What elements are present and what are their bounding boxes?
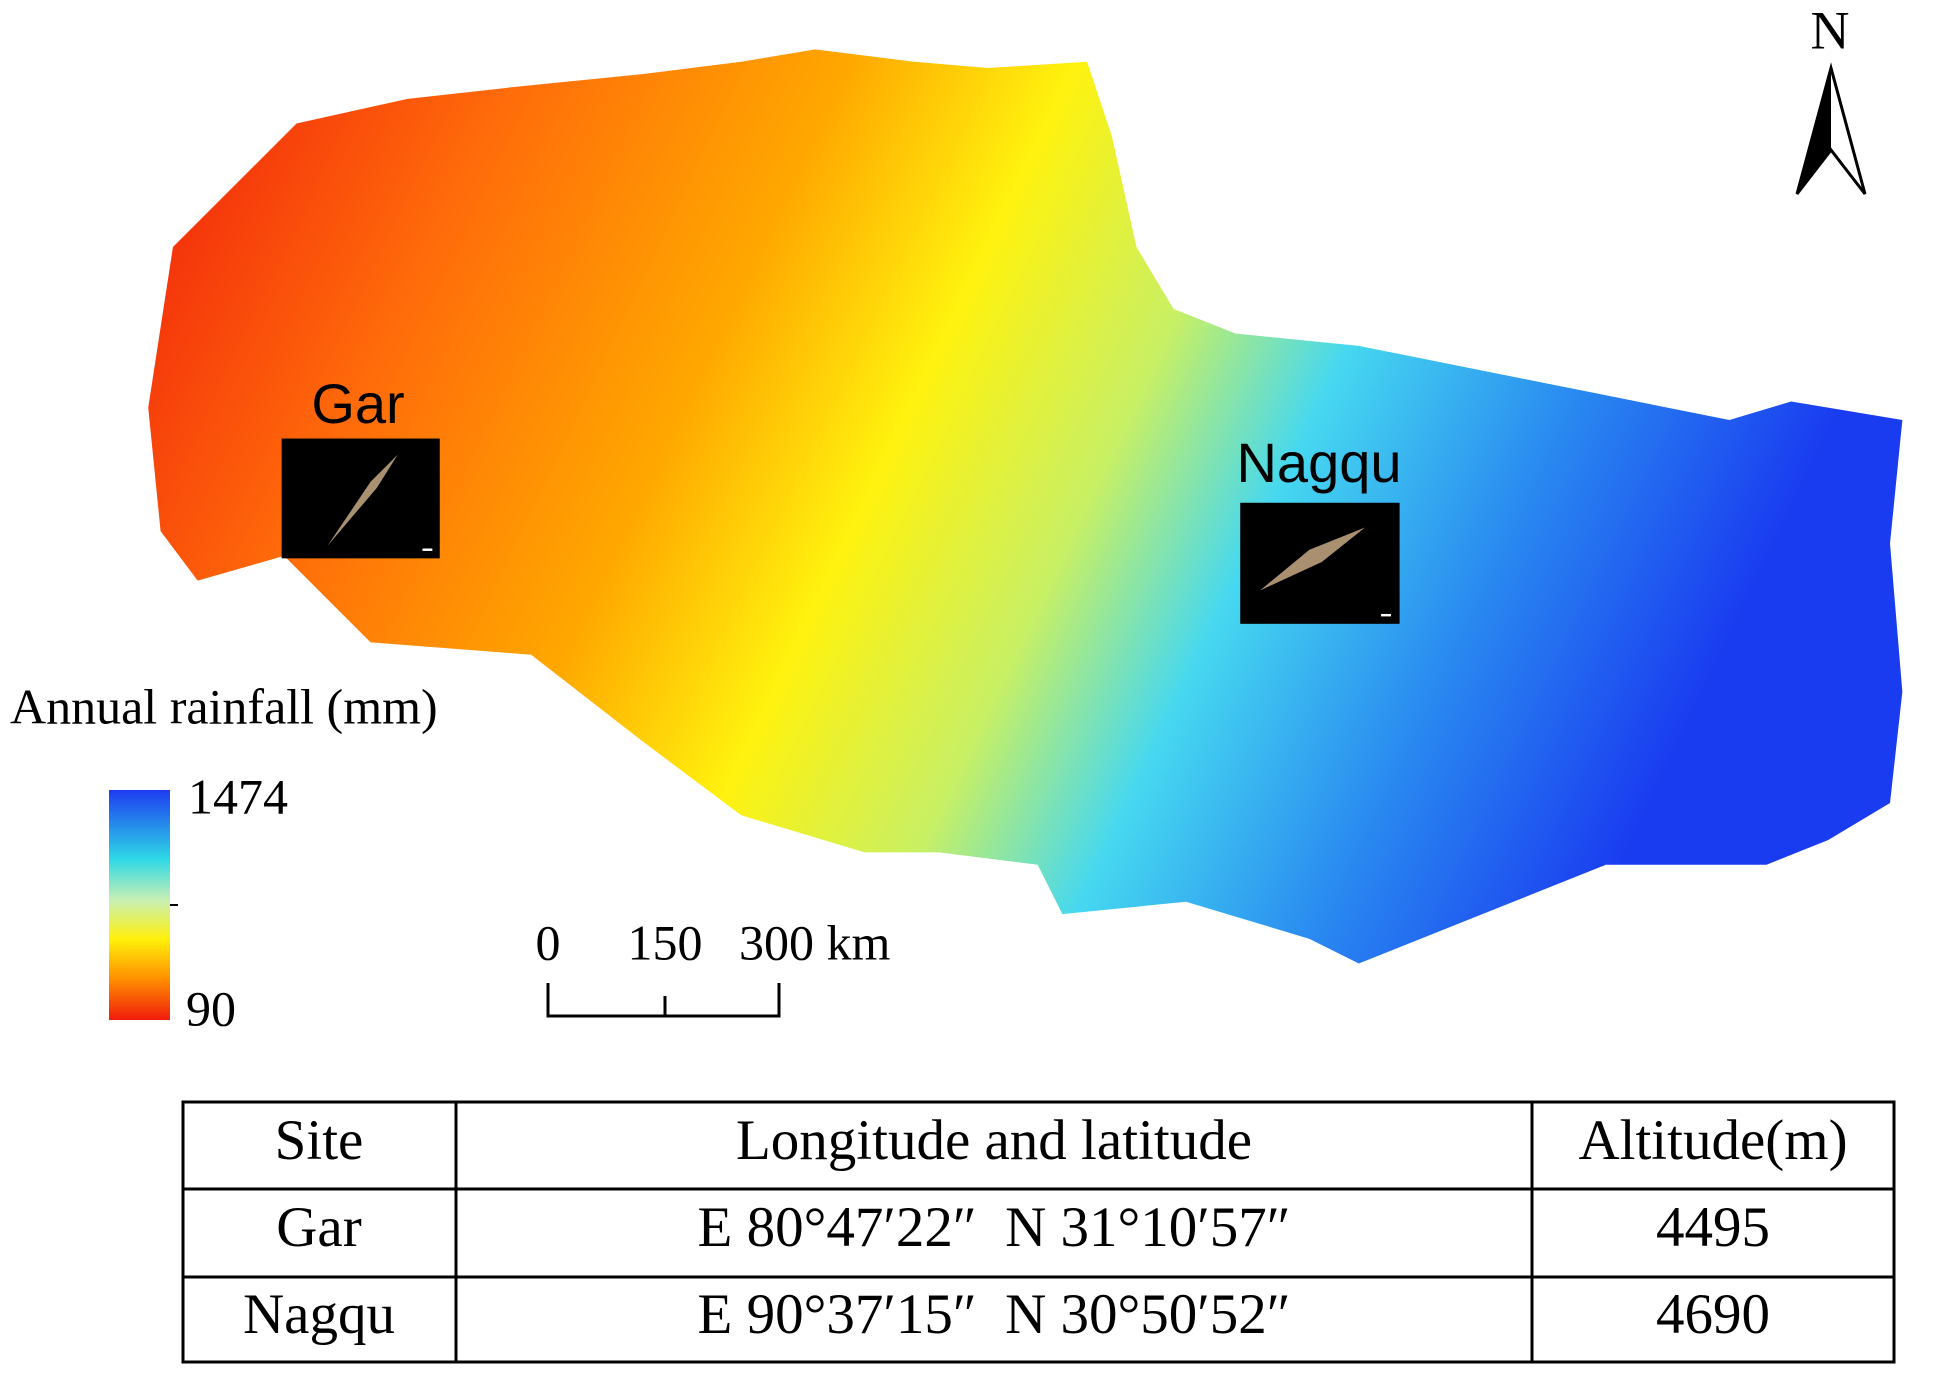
table-cell: 4495 <box>1656 1196 1770 1259</box>
legend-title: Annual rainfall (mm) <box>10 678 438 734</box>
table-border <box>181 1100 1896 1364</box>
site-label: Nagqu <box>1236 431 1401 494</box>
table <box>181 1100 1896 1364</box>
scale-label: 0 <box>536 914 561 970</box>
table-cell: Nagqu <box>243 1283 395 1346</box>
legend-max: 1474 <box>188 768 288 824</box>
seed <box>1260 527 1366 591</box>
region-shape <box>148 49 1903 964</box>
site-image <box>1240 502 1400 624</box>
site-label: Gar <box>311 372 404 435</box>
table-cell: E 90°37′15″ N 30°50′52″ <box>698 1283 1291 1346</box>
legend-min: 90 <box>186 980 236 1036</box>
scale-label: 300 km <box>739 914 891 970</box>
scale-mark <box>1381 613 1391 617</box>
table-header: Altitude(m) <box>1578 1109 1847 1172</box>
table-header: Longitude and latitude <box>736 1109 1252 1172</box>
north-arrow-fill <box>1797 68 1831 194</box>
seed <box>327 454 398 547</box>
table-cell: 4690 <box>1656 1283 1770 1346</box>
table-cell: E 80°47′22″ N 31°10′57″ <box>698 1196 1291 1259</box>
scale-label: 150 <box>628 914 703 970</box>
north-label: N <box>1811 0 1850 60</box>
table-cell: Gar <box>276 1196 361 1259</box>
table-header: Site <box>275 1109 364 1172</box>
map <box>148 49 1903 964</box>
scale-bar <box>546 983 781 1018</box>
colorbar <box>109 790 170 1020</box>
scale-mark <box>422 548 433 551</box>
